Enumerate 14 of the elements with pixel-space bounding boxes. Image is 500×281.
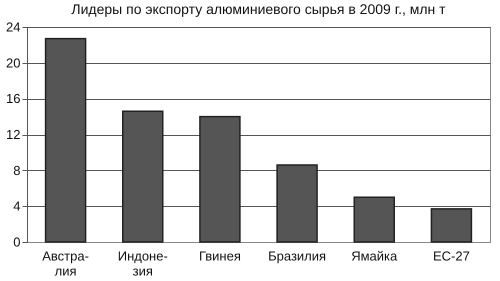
- x-tick-label: Гвинея: [198, 248, 241, 264]
- y-tick-label: 8: [13, 162, 20, 178]
- x-tick-label: Бразилия: [268, 248, 326, 264]
- y-tick-label: 4: [13, 198, 20, 214]
- y-tick-label: 16: [6, 91, 20, 106]
- y-tick-label: 20: [6, 55, 20, 70]
- x-tick-label: Ямайка: [351, 248, 398, 264]
- x-tick-label: Индоне- зия: [118, 248, 168, 278]
- y-tick-label: 24: [6, 20, 20, 34]
- chart-title: Лидеры по экспорту алюминиевого сырья в 2009 г., млн т: [71, 1, 446, 17]
- y-tick-label: 12: [6, 127, 20, 142]
- x-tick-label: Австра- лия: [42, 248, 89, 278]
- x-tick-label: ЕС-27: [432, 248, 470, 264]
- y-tick-label: 0: [13, 234, 20, 250]
